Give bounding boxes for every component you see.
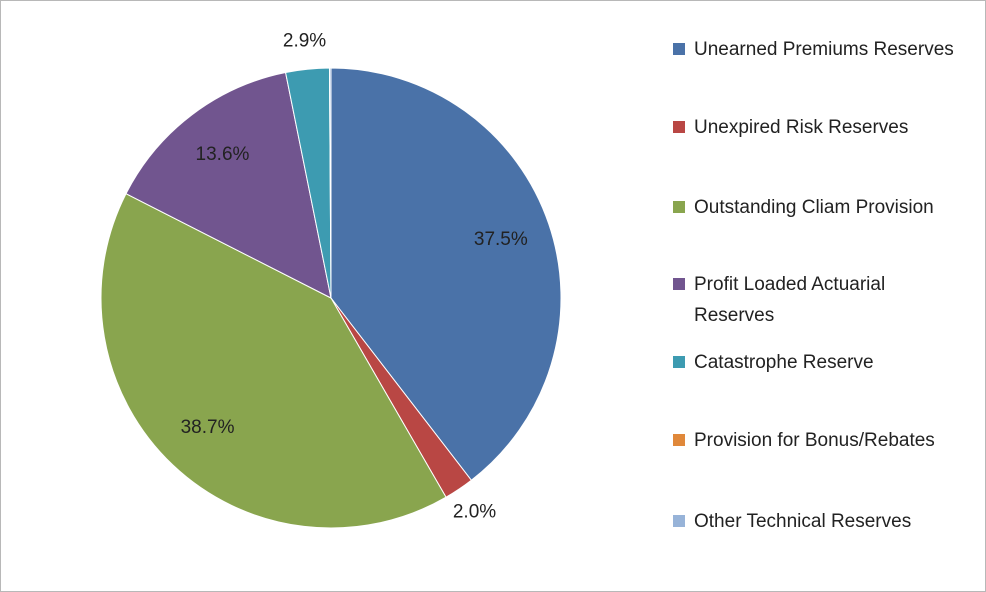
legend-label: Profit Loaded Actuarial Reserves [694, 274, 886, 326]
data-label: 2.9% [283, 30, 326, 51]
legend-swatch [673, 43, 685, 55]
pie-slice [125, 71, 332, 299]
legend-swatch [673, 278, 685, 290]
data-label: 13.6% [196, 144, 250, 165]
pie-slice [328, 67, 332, 299]
legend-label: Provision for Bonus/Rebates [694, 430, 935, 451]
legend-label: Unexpired Risk Reserves [694, 117, 909, 138]
data-label: 37.5% [474, 229, 528, 250]
pie-slice [330, 67, 562, 481]
data-label: 38.7% [181, 417, 235, 438]
legend-label: Unearned Premiums Reserves [694, 39, 954, 60]
legend-label: Outstanding Cliam Provision [694, 197, 934, 218]
pie-area: 37.5% 2.0% 38.7% 13.6% 2.9% [100, 30, 562, 529]
legend-label: Catastrophe Reserve [694, 352, 874, 373]
legend-swatch [673, 201, 685, 213]
data-label: 2.0% [453, 501, 496, 522]
legend-swatch [673, 356, 685, 368]
pie-slice [100, 193, 447, 529]
legend-swatch [673, 434, 685, 446]
legend-swatch [673, 121, 685, 133]
legend-label: Other Technical Reserves [694, 511, 912, 532]
legend-swatch [673, 515, 685, 527]
